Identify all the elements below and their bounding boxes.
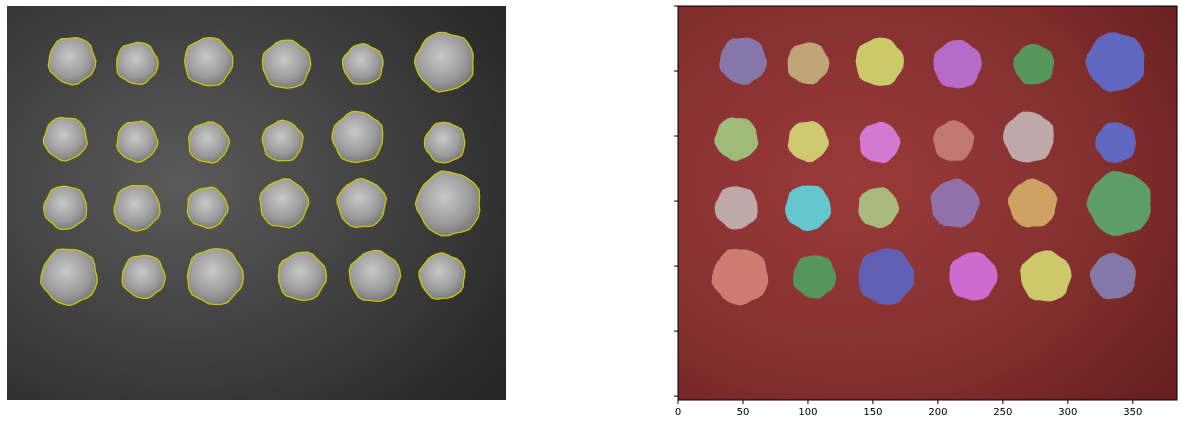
left-coin-r1-c6 [413, 31, 474, 93]
x-tick-label-50: 50 [737, 407, 750, 418]
x-tick-label-150: 150 [863, 407, 882, 418]
right-coin-region-r1-c4 [933, 40, 982, 89]
right-coin-region-r3-c1 [714, 186, 758, 230]
left-coin-r3-c4 [259, 178, 310, 229]
left-coin-r2-c1 [42, 116, 88, 162]
left-coin-r4-c5 [348, 249, 402, 302]
right-coin-region-r2-c2 [787, 121, 829, 163]
left-coin-r4-c4 [277, 251, 328, 302]
left-coin-r3-c1 [42, 185, 88, 230]
right-coin-region-r3-c4 [930, 178, 980, 228]
x-tick-label-0: 0 [675, 407, 681, 418]
right-coin-region-r1-c6 [1085, 32, 1145, 92]
right-coin-region-r4-c4 [949, 252, 998, 301]
right-panel: 0 50 100 150 200 250 300 350 [674, 5, 1178, 418]
left-coin-r2-c4 [261, 119, 304, 162]
x-tick-label-100: 100 [798, 407, 817, 418]
right-coin-region-r2-c5 [1002, 111, 1054, 163]
right-coin-region-r3-c5 [1008, 178, 1058, 228]
right-coin-region-r4-c1 [711, 249, 769, 306]
left-coin-r1-c1 [47, 37, 97, 86]
left-coin-r3-c2 [113, 184, 161, 232]
right-coin-region-r4-c6 [1090, 252, 1136, 300]
left-panel [7, 6, 506, 400]
right-coin-region-r2-c3 [859, 121, 901, 164]
right-coin-region-r1-c2 [787, 42, 830, 85]
right-coin-region-r3-c3 [858, 187, 900, 229]
right-coin-region-r2-c4 [933, 120, 975, 161]
x-tick-label-350: 350 [1123, 407, 1142, 418]
right-y-ticks [674, 5, 678, 397]
right-coin-region-r1-c5 [1013, 43, 1054, 85]
right-axes-frame [677, 5, 1178, 401]
left-coin-r4-c2 [121, 254, 166, 299]
left-coin-r1-c2 [116, 41, 159, 85]
left-coin-r2-c3 [187, 121, 231, 164]
right-coin-region-r4-c3 [858, 248, 915, 305]
right-coin-region-r2-c1 [714, 117, 759, 162]
left-coin-r3-c6 [414, 170, 481, 237]
x-tick-label-300: 300 [1058, 407, 1077, 418]
left-coins [40, 31, 481, 307]
right-coin-region-r4-c2 [793, 255, 837, 299]
left-coin-r3-c3 [186, 186, 229, 229]
left-coin-r2-c5 [331, 110, 384, 164]
right-coin-region-r3-c2 [785, 185, 832, 232]
right-coin-region-r2-c6 [1095, 122, 1136, 163]
left-coin-r1-c4 [261, 39, 312, 89]
right-coin-region-r4-c5 [1020, 250, 1072, 302]
x-tick-label-200: 200 [928, 407, 947, 418]
left-coin-r1-c5 [341, 43, 384, 85]
left-coin-r4-c6 [418, 252, 466, 300]
left-coin-r4-c1 [40, 248, 98, 307]
right-coin-region-r1-c1 [719, 37, 767, 85]
left-coin-r2-c2 [116, 120, 159, 163]
x-tick-label-250: 250 [993, 407, 1012, 418]
right-x-ticks: 0 50 100 150 200 250 300 350 [675, 400, 1142, 418]
left-coin-r4-c3 [186, 247, 244, 306]
left-coin-r1-c3 [184, 36, 234, 87]
left-coin-r3-c5 [336, 177, 387, 229]
right-coin-region-r1-c3 [855, 37, 904, 86]
right-coins [711, 32, 1151, 306]
right-coin-region-r3-c6 [1086, 170, 1151, 236]
left-coin-r2-c6 [423, 121, 466, 164]
